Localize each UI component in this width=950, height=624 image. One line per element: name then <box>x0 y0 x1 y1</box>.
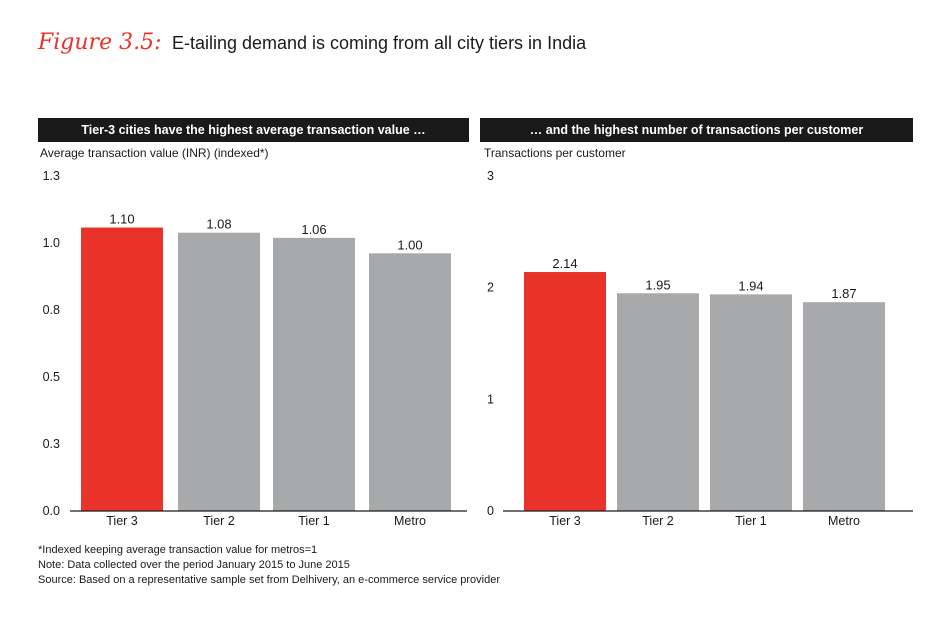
right-bar-tier-2 <box>617 293 699 511</box>
left-bar-metro <box>369 253 451 512</box>
figure-title: Figure 3.5: E-tailing demand is coming f… <box>38 30 586 55</box>
left-bar-tier-3 <box>81 227 163 512</box>
footnote-source: Source: Based on a representative sample… <box>38 574 500 586</box>
left-data-label: 1.00 <box>397 237 422 252</box>
figure-label: Figure 3.5: <box>38 30 162 55</box>
right-bar-tier-1 <box>710 294 792 511</box>
left-y-tick-label: 0.5 <box>43 370 60 384</box>
left-x-tick-label: Tier 2 <box>203 514 235 528</box>
left-data-label: 1.08 <box>206 217 231 232</box>
right-y-tick-label: 3 <box>487 169 494 183</box>
right-data-label: 2.14 <box>552 256 577 271</box>
left-bar-tier-1 <box>273 237 355 511</box>
left-y-tick-label: 0.0 <box>43 504 60 518</box>
left-data-label: 1.06 <box>301 222 326 237</box>
right-y-tick-label: 0 <box>487 504 494 518</box>
footnote-index: *Indexed keeping average transaction val… <box>38 544 318 556</box>
right-y-tick-label: 1 <box>487 392 494 406</box>
right-bar-tier-3 <box>524 272 606 511</box>
footnotes: *Indexed keeping average transaction val… <box>38 543 500 588</box>
figure-headline: E-tailing demand is coming from all city… <box>171 33 587 53</box>
left-bar-tier-2 <box>178 232 260 511</box>
left-y-tick-label: 1.3 <box>43 169 60 183</box>
left-y-tick-label: 0.8 <box>43 303 60 317</box>
right-panel-header: … and the highest number of transactions… <box>480 118 913 142</box>
left-y-axis-label: Average transaction value (INR) (indexed… <box>40 146 269 160</box>
right-y-tick-label: 2 <box>487 281 494 295</box>
right-x-tick-label: Tier 1 <box>735 514 767 528</box>
left-x-tick-label: Metro <box>394 514 426 528</box>
left-x-tick-label: Tier 1 <box>298 514 330 528</box>
right-data-label: 1.95 <box>645 277 670 292</box>
left-x-tick-label: Tier 3 <box>106 514 138 528</box>
left-y-tick-label: 0.3 <box>43 437 60 451</box>
right-x-tick-label: Metro <box>828 514 860 528</box>
right-data-label: 1.87 <box>831 286 856 301</box>
left-panel-header: Tier-3 cities have the highest average t… <box>38 118 469 142</box>
left-data-label: 1.10 <box>109 212 134 227</box>
right-x-tick-label: Tier 2 <box>642 514 674 528</box>
right-y-axis-label: Transactions per customer <box>484 146 626 160</box>
right-x-tick-label: Tier 3 <box>549 514 581 528</box>
footnote-note: Note: Data collected over the period Jan… <box>38 559 350 571</box>
right-bar-metro <box>803 302 885 511</box>
left-y-tick-label: 1.0 <box>43 236 60 250</box>
right-data-label: 1.94 <box>738 278 763 293</box>
